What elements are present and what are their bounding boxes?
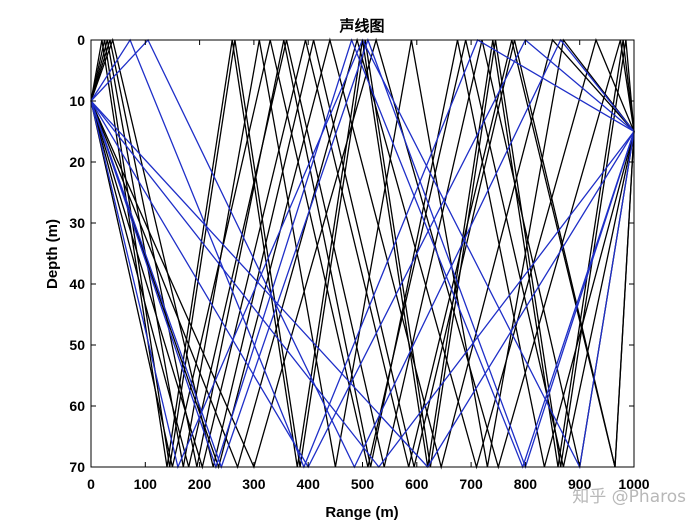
y-tick-label: 30 [69,215,85,231]
x-axis-label: Range (m) [325,504,398,521]
x-tick-label: 300 [242,476,266,492]
y-tick-label: 40 [69,276,85,292]
y-tick-label: 50 [69,337,85,353]
x-tick-label: 900 [568,476,592,492]
y-axis-label: Depth (m) [44,219,61,289]
y-tick-label: 60 [69,398,85,414]
x-tick-label: 800 [514,476,538,492]
y-tick-label: 10 [69,93,85,109]
chart-title: 声线图 [338,17,384,35]
y-tick-label: 0 [77,32,85,48]
x-tick-label: 100 [134,476,158,492]
x-tick-label: 600 [405,476,429,492]
ray-path-9 [90,37,635,470]
ray-path-16 [90,38,635,469]
y-tick-label: 20 [69,154,85,170]
x-tick-label: 0 [87,476,95,492]
y-axis-ticks: 0 10 20 30 40 50 60 70 [69,32,634,475]
y-tick-label: 70 [69,459,85,475]
x-axis-ticks: 0 100 200 300 400 500 600 700 800 900 1000 [87,40,650,492]
x-tick-label: 500 [351,476,375,492]
x-tick-label: 200 [188,476,212,492]
x-tick-label: 400 [297,476,321,492]
ray-path-3 [90,39,635,468]
watermark-text: 知乎 @Pharos [572,487,686,507]
x-tick-label: 700 [459,476,483,492]
x-tick-label: 1000 [618,476,649,492]
